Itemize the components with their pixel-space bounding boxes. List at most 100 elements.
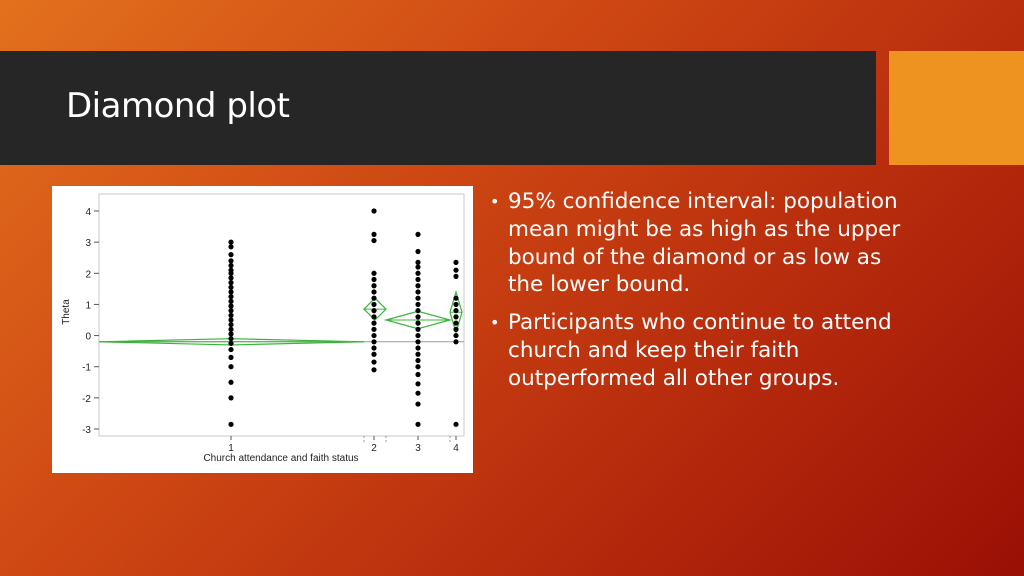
data-point — [415, 270, 421, 276]
data-point — [371, 295, 377, 301]
slide-title: Diamond plot — [66, 86, 290, 126]
data-point — [371, 231, 377, 237]
x-tick-label: 3 — [415, 443, 421, 454]
data-point — [415, 231, 421, 237]
data-point — [415, 357, 421, 364]
data-point — [415, 401, 421, 407]
data-point — [371, 367, 377, 373]
x-tick-label: 4 — [453, 443, 459, 454]
data-point — [415, 248, 421, 255]
data-point — [371, 351, 377, 357]
data-point — [371, 208, 377, 214]
y-tick-label: 1 — [85, 300, 91, 311]
data-point — [371, 270, 377, 276]
data-point — [415, 390, 421, 396]
data-point — [415, 295, 421, 301]
data-point — [415, 421, 421, 427]
data-point — [415, 308, 421, 314]
bullet-dot-icon: • — [490, 192, 500, 211]
bullet-text: Participants who continue to attend chur… — [508, 310, 892, 391]
data-point — [228, 284, 234, 290]
data-point — [453, 339, 459, 345]
data-point — [415, 332, 421, 339]
y-tick-label: 4 — [85, 207, 91, 218]
bullet-item: • 95% confidence interval: population me… — [490, 188, 910, 299]
data-point — [228, 275, 234, 281]
x-tick-label: 1 — [228, 443, 234, 454]
data-point — [228, 280, 234, 286]
data-point — [228, 252, 234, 258]
data-point — [371, 289, 377, 295]
data-point — [415, 259, 421, 265]
title-bar — [0, 51, 876, 165]
data-point — [228, 336, 234, 342]
data-point — [371, 332, 377, 339]
data-point — [228, 303, 234, 309]
accent-box — [889, 51, 1024, 165]
data-point — [453, 267, 459, 273]
data-point — [415, 345, 421, 351]
data-point — [453, 295, 459, 301]
data-point — [228, 340, 234, 346]
data-point — [453, 273, 459, 279]
data-point — [228, 421, 234, 427]
y-tick-label: 2 — [85, 269, 91, 280]
data-point — [228, 308, 234, 314]
data-point — [371, 326, 377, 332]
data-point — [228, 346, 234, 353]
data-point — [371, 320, 377, 326]
y-tick-label: -1 — [82, 363, 91, 374]
data-point — [453, 320, 459, 326]
diamond-plot-chart: 4 3 2 1 0 -1 -2 -3 Theta 1 2 3 4 Church attendance an… — [61, 193, 465, 464]
data-point — [228, 239, 234, 245]
plot-frame — [98, 193, 465, 437]
y-axis-label: Theta — [61, 299, 72, 325]
data-point — [371, 339, 377, 345]
data-point — [228, 326, 234, 332]
data-point — [453, 332, 459, 339]
data-point — [415, 289, 421, 295]
bullet-list: • 95% confidence interval: population me… — [490, 188, 910, 403]
data-point — [371, 314, 377, 320]
data-point — [228, 298, 234, 304]
data-point — [371, 276, 377, 283]
data-point — [415, 351, 421, 357]
data-point — [371, 283, 377, 289]
bullet-item: • Participants who continue to attend ch… — [490, 309, 910, 392]
data-point — [228, 379, 234, 385]
data-point — [371, 237, 377, 244]
data-point — [371, 345, 377, 351]
data-point — [415, 283, 421, 289]
x-axis-label: Church attendance and faith status — [203, 453, 358, 464]
data-point — [415, 301, 421, 308]
data-point — [371, 308, 377, 314]
data-point — [228, 331, 234, 337]
data-point — [228, 312, 234, 318]
data-point — [415, 276, 421, 283]
data-point — [415, 364, 421, 370]
data-point — [228, 258, 234, 264]
data-point — [453, 301, 459, 308]
bullet-text: 95% confidence interval: population mean… — [508, 189, 901, 298]
data-point — [371, 359, 377, 365]
y-tick-label: 0 — [85, 332, 91, 343]
data-point — [228, 354, 234, 360]
y-tick-label: -2 — [82, 394, 91, 405]
chart-panel: 4 3 2 1 0 -1 -2 -3 Theta 1 2 3 4 Church attendance an… — [52, 186, 473, 473]
data-point — [228, 294, 234, 300]
data-point — [228, 270, 234, 276]
data-point — [228, 289, 234, 295]
data-point — [228, 244, 234, 250]
data-point — [453, 421, 459, 427]
data-point — [371, 301, 377, 308]
data-point — [415, 314, 421, 320]
y-tick-label: 3 — [85, 238, 91, 249]
data-point — [415, 381, 421, 387]
data-point — [453, 326, 459, 332]
y-tick-label: -3 — [82, 425, 91, 436]
bullet-dot-icon: • — [490, 313, 500, 333]
data-point — [228, 395, 234, 401]
data-point — [415, 326, 421, 332]
data-point — [453, 314, 459, 320]
data-point — [228, 364, 234, 370]
